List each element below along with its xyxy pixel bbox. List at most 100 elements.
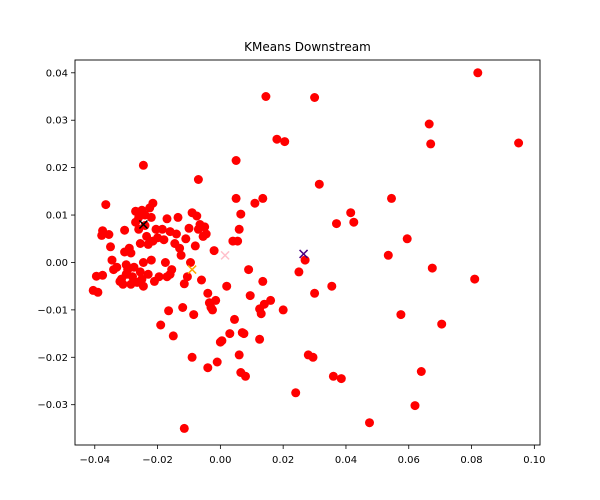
data-point (327, 281, 337, 291)
data-point (120, 225, 130, 235)
data-point (179, 423, 189, 433)
data-point (138, 281, 148, 291)
data-point (473, 68, 483, 78)
data-point (160, 258, 170, 267)
data-point (310, 288, 320, 298)
data-point (168, 331, 178, 341)
data-point (178, 303, 188, 312)
data-point (142, 231, 152, 241)
data-point (294, 267, 304, 277)
data-point (107, 255, 117, 265)
data-point (272, 134, 282, 144)
y-tick-label: 0.00 (46, 258, 68, 269)
data-point (416, 367, 426, 376)
data-point (245, 291, 255, 301)
data-points (88, 68, 524, 433)
data-point (239, 329, 249, 339)
data-point (217, 336, 227, 346)
data-point (336, 374, 346, 384)
data-point (241, 371, 250, 381)
data-point (387, 193, 396, 203)
data-point (193, 175, 203, 184)
data-point (258, 193, 268, 203)
data-point (201, 229, 211, 239)
data-point (93, 287, 103, 297)
data-point (244, 265, 254, 275)
data-point (181, 234, 191, 244)
data-point (138, 258, 148, 267)
data-point (203, 288, 213, 298)
data-point (179, 279, 189, 289)
centroid-markers (138, 219, 309, 275)
chart-title: KMeans Downstream (244, 40, 371, 54)
data-point (156, 320, 166, 330)
data-point (234, 350, 244, 360)
data-point (427, 263, 437, 273)
data-point (332, 219, 341, 229)
centroid-stroke (187, 265, 197, 275)
data-point (410, 401, 420, 411)
x-tick-label: 0.06 (398, 455, 420, 466)
data-point (175, 243, 185, 253)
data-point (230, 314, 239, 324)
data-point (146, 212, 156, 222)
x-axis: −0.04 −0.02 0.00 0.02 0.04 0.06 0.08 0.10 (79, 445, 545, 466)
data-point (212, 357, 222, 367)
data-point (162, 214, 172, 224)
data-point (222, 281, 232, 291)
data-point (231, 156, 241, 165)
data-point (250, 198, 260, 208)
data-point (234, 224, 244, 234)
data-point (197, 275, 206, 285)
data-point (514, 138, 524, 148)
data-point (402, 234, 412, 244)
y-axis: −0.03 −0.02 −0.01 0.00 0.01 0.02 0.03 0.04 (37, 68, 75, 411)
data-point (192, 211, 202, 221)
data-point (137, 274, 147, 284)
centroid-x-marker (138, 219, 148, 230)
data-point (135, 239, 145, 248)
data-point (106, 242, 115, 252)
data-point (112, 262, 122, 272)
data-point (437, 319, 447, 329)
data-point (176, 250, 186, 260)
centroid-x-marker (187, 265, 197, 275)
data-point (365, 418, 374, 428)
data-point (280, 137, 290, 147)
y-tick-label: −0.01 (37, 305, 68, 316)
x-tick-label: 0.02 (272, 455, 294, 466)
data-point (187, 352, 197, 362)
data-point (328, 371, 338, 381)
x-tick-label: 0.08 (460, 455, 482, 466)
x-tick-label: −0.04 (79, 455, 110, 466)
y-tick-label: 0.01 (46, 211, 68, 222)
data-point (346, 208, 356, 218)
data-point (97, 230, 107, 240)
y-tick-label: −0.03 (37, 400, 68, 411)
y-tick-label: 0.02 (46, 163, 68, 174)
x-tick-label: 0.04 (335, 455, 357, 466)
x-tick-label: 0.10 (523, 455, 545, 466)
data-point (184, 223, 194, 233)
data-point (225, 329, 235, 339)
x-tick-label: −0.02 (142, 455, 173, 466)
axes-frame (74, 59, 541, 446)
data-point (171, 229, 181, 239)
plot-area (74, 59, 541, 446)
data-point (300, 255, 310, 265)
data-point (314, 179, 324, 189)
data-point (151, 224, 161, 234)
data-point (426, 139, 436, 149)
data-point (255, 334, 265, 344)
y-tick-label: 0.04 (46, 68, 68, 79)
data-point (143, 269, 153, 279)
y-tick-label: −0.02 (37, 353, 68, 364)
data-point (291, 388, 301, 398)
data-point (211, 295, 221, 305)
data-point (182, 272, 192, 282)
data-point (261, 92, 271, 101)
data-point (167, 265, 177, 275)
data-point (266, 295, 276, 305)
data-point (310, 93, 320, 102)
